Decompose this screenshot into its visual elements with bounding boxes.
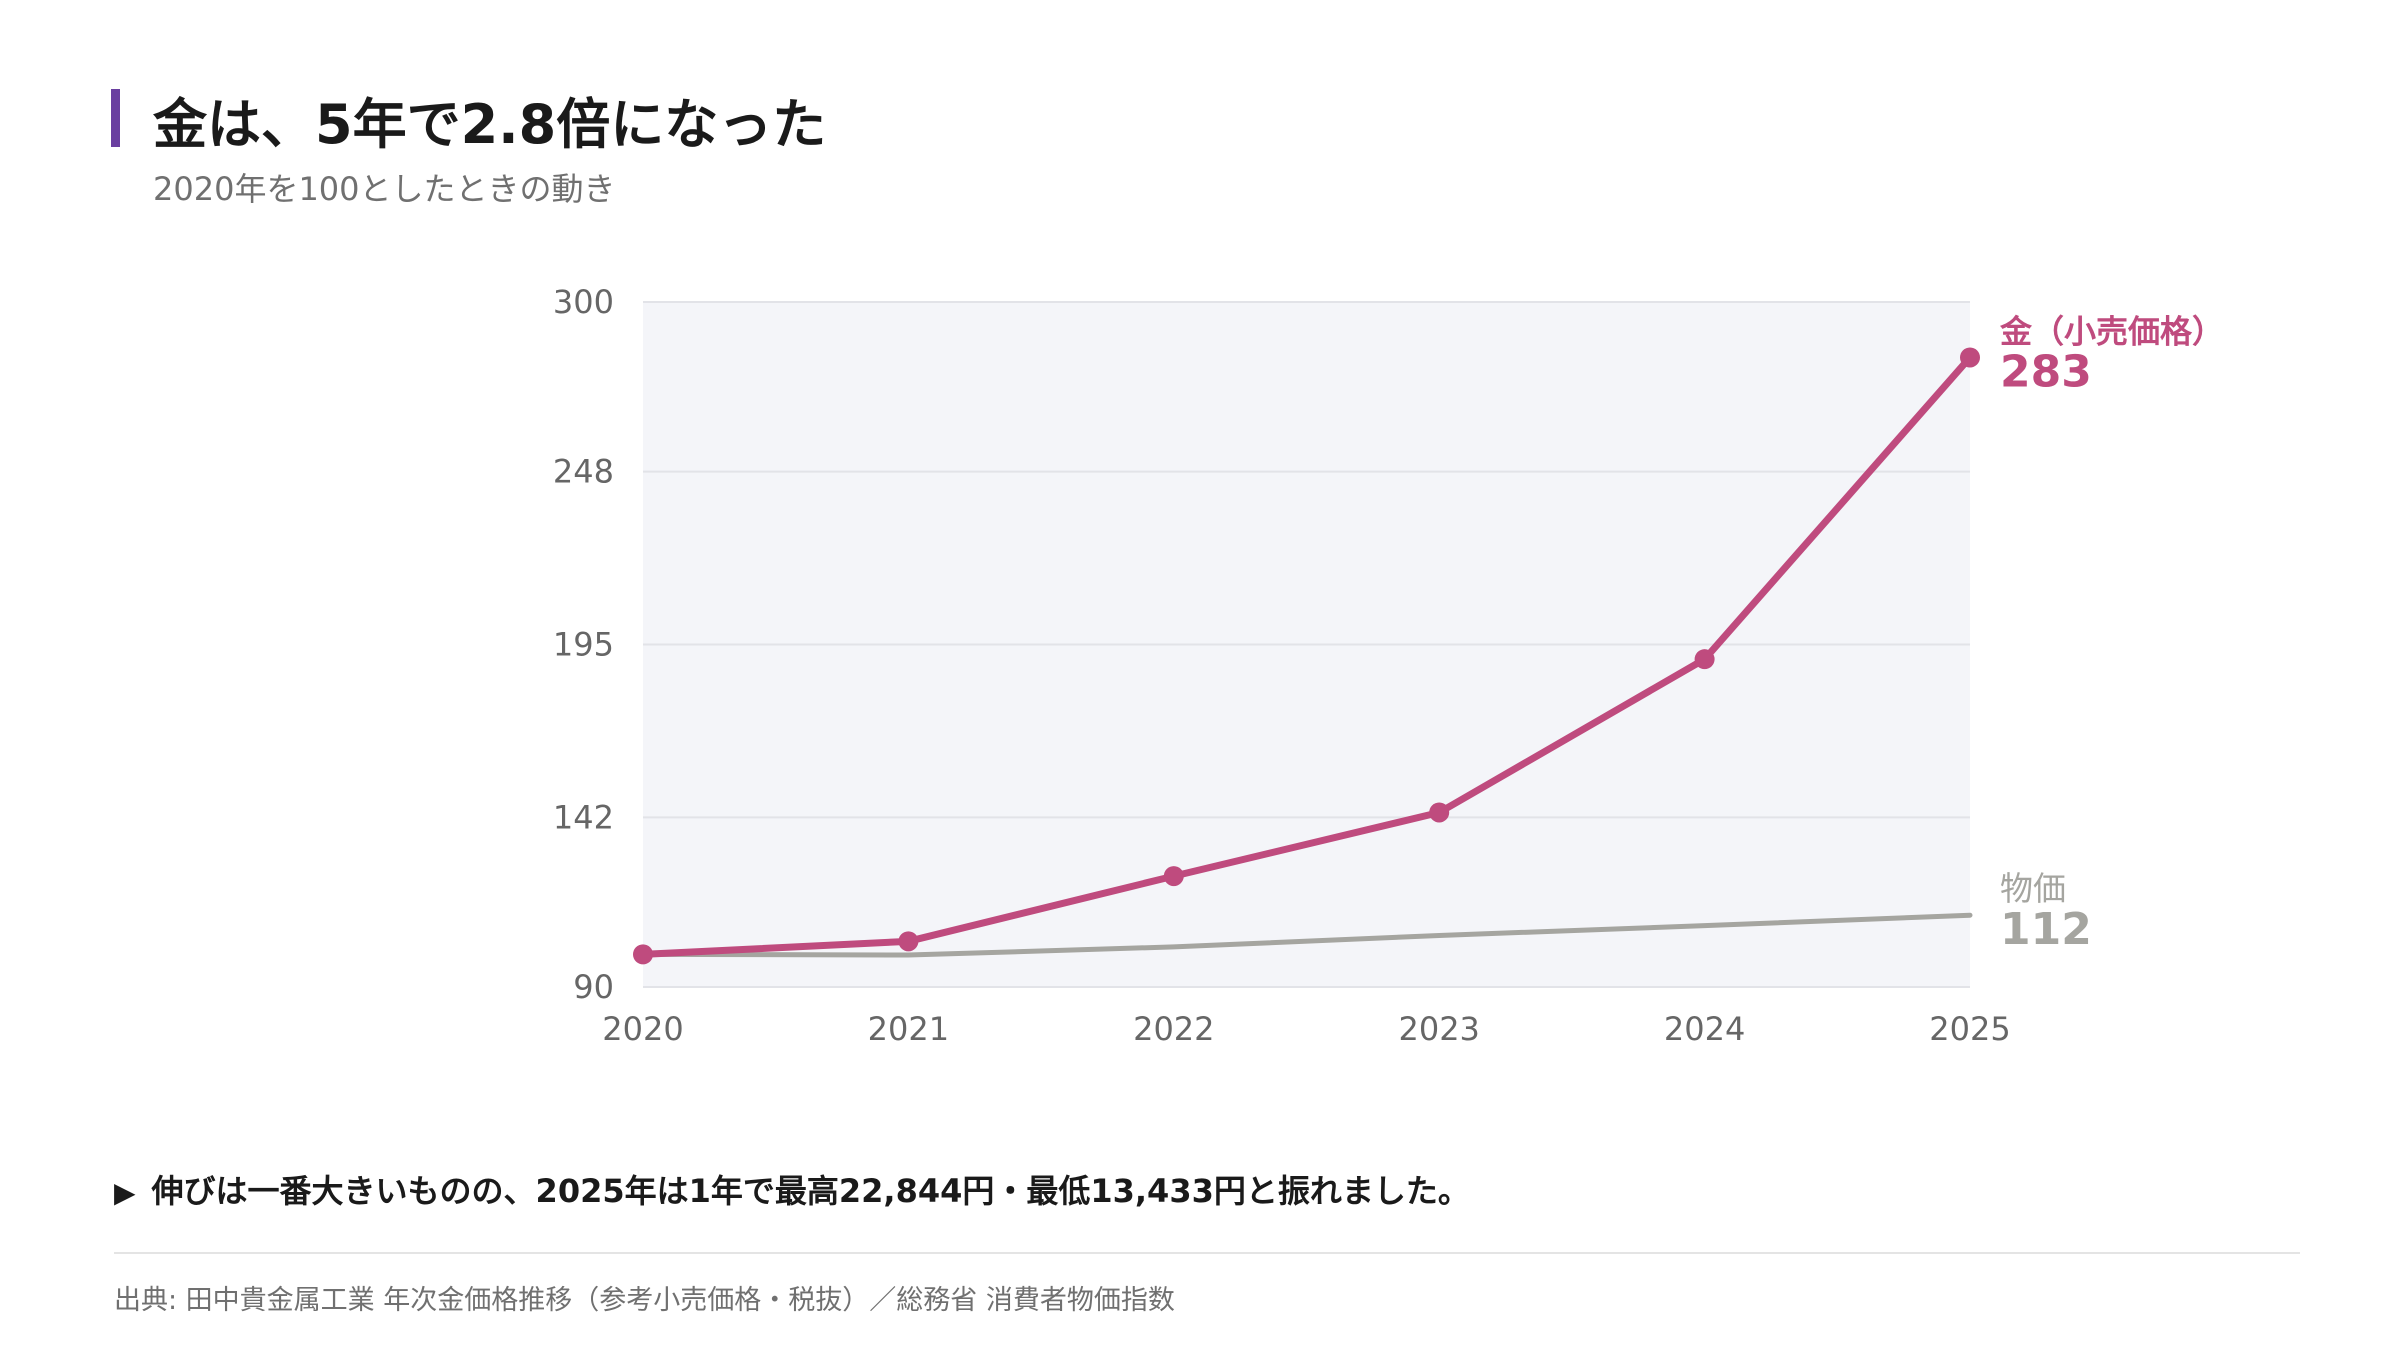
series-line-0 <box>639 353 1974 958</box>
series-name-label-1: 物価 <box>2000 869 2066 908</box>
x-tick-label-2024: 2024 <box>1664 1010 1745 1048</box>
y-tick-label-195: 195 <box>553 626 614 664</box>
data-point-2025 <box>1960 347 1980 368</box>
x-tick-label-2022: 2022 <box>1133 1010 1214 1048</box>
y-tick-label-300: 300 <box>553 283 614 321</box>
footer-divider <box>114 1252 2300 1254</box>
data-point-2020 <box>633 944 653 965</box>
x-tick-label-2020: 2020 <box>602 1010 683 1048</box>
source-note: 出典: 田中貴金属工業 年次金価格推移（参考小売価格・税抜）／総務省 消費者物価… <box>114 1285 1175 1316</box>
takeaway-note: ▶ 伸びは一番大きいものの、2025年は1年で最高22,844円・最低13,433… <box>114 1166 1470 1212</box>
data-point-2021 <box>898 931 919 952</box>
data-point-2023 <box>1429 802 1450 823</box>
series-line-1 <box>640 912 1973 958</box>
triangle-right-icon: ▶ <box>114 1176 136 1209</box>
series-value-label-0: 283 <box>2000 346 2092 397</box>
y-tick-label-248: 248 <box>553 453 614 491</box>
grid-lines <box>643 301 1970 988</box>
page-subtitle: 2020年を100としたときの動き <box>153 170 616 208</box>
x-tick-label-2021: 2021 <box>868 1010 949 1048</box>
series-layer <box>633 347 1980 965</box>
series-value-label-1: 112 <box>2000 904 2092 955</box>
x-tick-label-2023: 2023 <box>1398 1010 1479 1048</box>
takeaway-text: 伸びは一番大きいものの、2025年は1年で最高22,844円・最低13,433円… <box>151 1172 1470 1210</box>
y-tick-label-142: 142 <box>553 798 614 836</box>
y-axis-ticks: 90 142 195 248 300 <box>553 283 614 1006</box>
page-title: 金は、5年で2.8倍になった <box>153 93 827 156</box>
data-point-2022 <box>1163 866 1184 887</box>
title-accent-bar <box>111 89 120 147</box>
y-tick-label-90: 90 <box>573 968 614 1006</box>
x-axis-ticks: 2020 2021 2022 2023 2024 2025 <box>602 1010 2010 1048</box>
series-name-label-0: 金（小売価格） <box>1999 312 2224 350</box>
x-tick-label-2025: 2025 <box>1929 1010 2010 1048</box>
data-point-2024 <box>1694 649 1715 670</box>
